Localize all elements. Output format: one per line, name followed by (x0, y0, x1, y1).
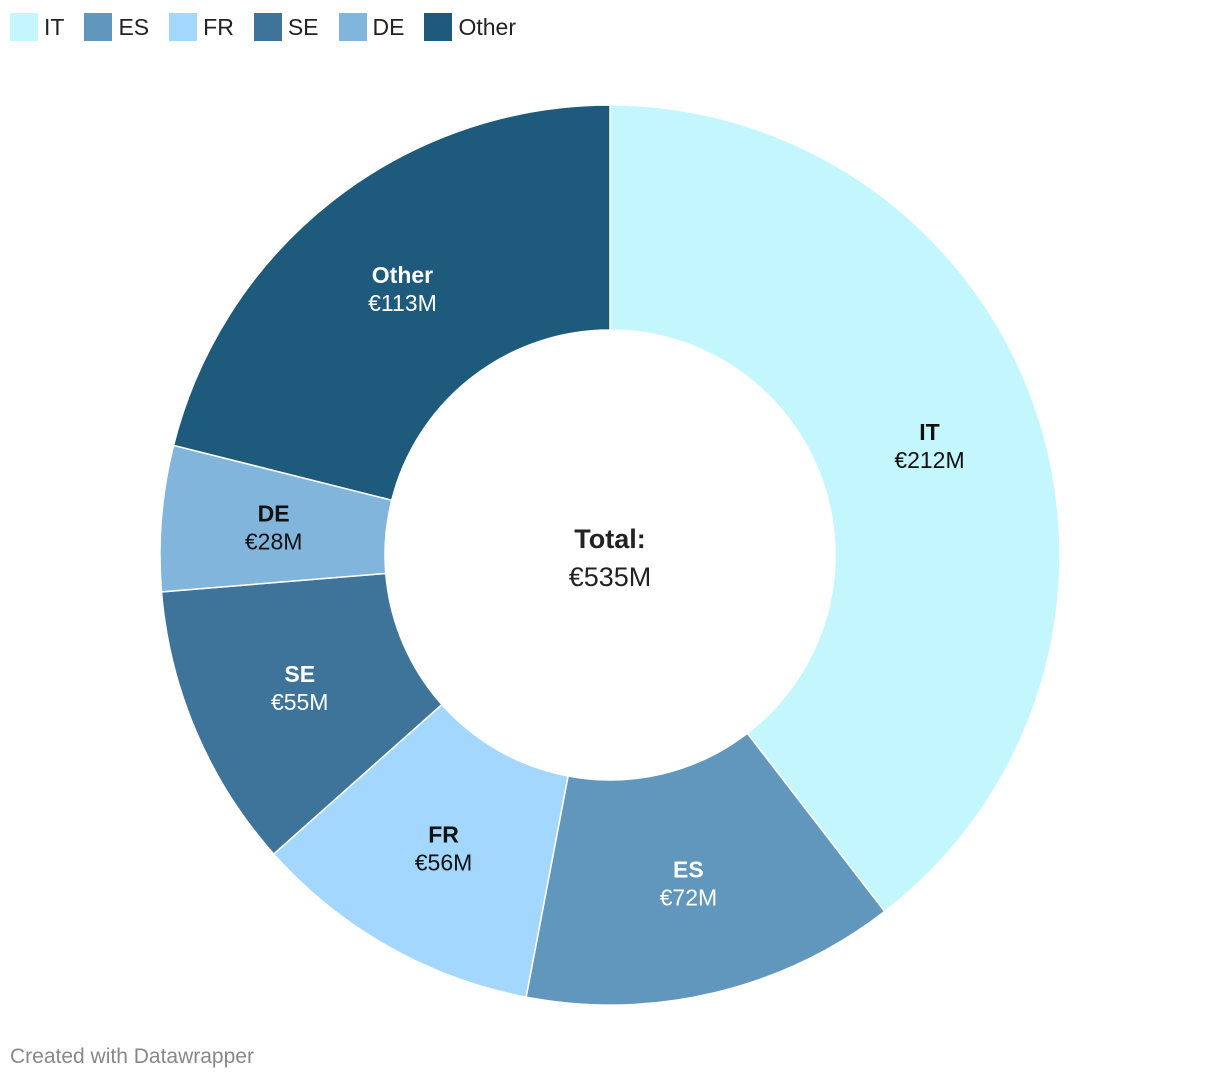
slice-label-fr: FR (428, 822, 459, 848)
legend-swatch (84, 13, 113, 41)
legend-label: IT (44, 14, 65, 40)
legend-swatch (10, 13, 38, 41)
slice-value-other: €113M (368, 290, 437, 316)
legend-item-fr: FR (169, 13, 234, 41)
slice-se[interactable] (160, 572, 443, 856)
center-label: Total: (574, 524, 645, 554)
slice-fr[interactable] (272, 703, 569, 998)
slice-label-it: IT (919, 419, 939, 445)
chart-legend: IT ES FR SE DE Other (10, 12, 536, 42)
slice-it[interactable] (609, 104, 1061, 913)
slice-label-de: DE (258, 500, 290, 526)
slice-value-se: €55M (271, 689, 329, 715)
legend-item-other: Other (424, 13, 516, 41)
slice-value-es: €72M (660, 884, 718, 910)
slice-other[interactable] (172, 104, 611, 502)
legend-swatch (169, 13, 198, 41)
slice-value-it: €212M (894, 447, 964, 473)
legend-item-it: IT (10, 13, 64, 41)
legend-swatch (338, 13, 367, 41)
slice-labels-group: IT€212M ES€72M FR€56M SE€55M DE€28M Other€113… (245, 262, 965, 910)
legend-label: SE (287, 14, 319, 40)
slice-label-se: SE (284, 661, 315, 687)
slice-label-other: Other (372, 262, 433, 288)
legend-item-es: ES (84, 13, 149, 41)
slice-es[interactable] (525, 732, 886, 1006)
legend-swatch (424, 13, 453, 41)
slice-value-fr: €56M (415, 850, 473, 876)
legend-item-de: DE (338, 13, 405, 41)
legend-label: ES (118, 14, 150, 40)
slice-label-es: ES (673, 856, 704, 882)
legend-label: DE (372, 14, 405, 40)
footer-credit[interactable]: Created with Datawrapper (10, 1045, 254, 1068)
legend-item-se: SE (253, 13, 319, 41)
legend-label: Other (458, 14, 516, 40)
legend-label: FR (203, 14, 234, 40)
slices-group (159, 104, 1061, 1006)
center-value: €535M (569, 562, 652, 592)
slice-value-de: €28M (245, 528, 303, 554)
legend-swatch (253, 13, 282, 41)
